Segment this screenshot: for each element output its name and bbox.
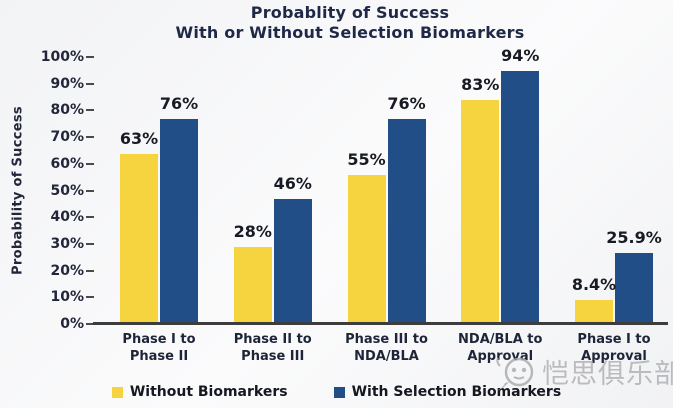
y-tick-mark	[86, 296, 94, 299]
bar-value-label: 63%	[119, 128, 159, 148]
legend-label: With Selection Biomarkers	[351, 384, 562, 400]
bar-value-label: 28%	[233, 222, 272, 242]
legend-label: Without Biomarkers	[129, 384, 288, 400]
y-tick-mark	[86, 162, 94, 165]
y-tick-label: 60%	[50, 155, 84, 172]
watermark-text: 恺思俱乐部	[542, 359, 673, 390]
bar-with-biomarkers	[273, 199, 312, 322]
chart-title-line1: Probablity of Success	[250, 3, 450, 22]
y-tick-mark	[86, 109, 94, 112]
bar-with-biomarkers	[160, 119, 198, 322]
y-tick-label: 0%	[60, 316, 84, 332]
y-tick-label: 20%	[50, 262, 84, 279]
kaisi-club-logo-icon	[496, 357, 534, 391]
y-tick-mark	[86, 56, 94, 58]
bar-value-label: 55%	[347, 150, 386, 170]
x-category-label: Phase II to Phase III	[233, 332, 312, 364]
watermark: 恺思俱乐部	[488, 354, 673, 396]
x-category-label: Phase I to Approval	[577, 332, 651, 364]
bar-value-label: 76%	[159, 94, 199, 114]
x-category-label: Phase III to NDA/BLA	[345, 332, 428, 364]
chart-legend: Without Biomarkers With Selection Biomark…	[0, 384, 673, 400]
bar-without-biomarkers	[461, 100, 500, 322]
y-tick-mark	[86, 216, 94, 219]
legend-item: Without Biomarkers	[111, 384, 288, 400]
bar-without-biomarkers	[347, 175, 386, 322]
bar-with-biomarkers	[615, 252, 653, 322]
legend-swatch-icon	[111, 386, 123, 398]
y-tick-label: 40%	[50, 209, 84, 226]
bar-value-label: 94%	[501, 46, 540, 66]
legend-swatch-icon	[333, 386, 345, 398]
bar-with-biomarkers	[501, 71, 540, 322]
bar-without-biomarkers	[575, 299, 613, 322]
y-tick-mark	[86, 269, 94, 272]
bar-value-label: 83%	[461, 75, 500, 95]
bar-without-biomarkers	[120, 153, 158, 322]
chart-title-line2: With or Without Selection Biomarkers	[175, 23, 525, 42]
y-tick-mark	[86, 189, 94, 192]
y-tick-mark	[86, 136, 94, 139]
y-tick-mark	[86, 323, 94, 325]
y-tick-label: 30%	[50, 235, 84, 252]
bar-value-label: 8.4%	[571, 274, 617, 294]
y-tick-label: 70%	[50, 129, 84, 146]
y-tick-label: 90%	[50, 75, 84, 92]
y-tick-label: 80%	[50, 102, 84, 119]
y-axis-title: Probability of Success	[10, 106, 26, 275]
y-tick-label: 10%	[50, 289, 84, 306]
bar-value-label: 25.9%	[606, 227, 662, 247]
bar-with-biomarkers	[387, 119, 426, 322]
legend-item: With Selection Biomarkers	[333, 384, 562, 400]
y-tick-label: 100%	[40, 49, 84, 65]
x-axis-line	[93, 322, 668, 325]
y-tick-mark	[86, 82, 94, 85]
y-tick-label: 50%	[50, 182, 84, 199]
bar-without-biomarkers	[233, 247, 272, 322]
bar-value-label: 46%	[273, 174, 312, 194]
y-tick-mark	[86, 242, 94, 245]
x-category-label: Phase I to Phase II	[122, 332, 196, 364]
bar-value-label: 76%	[387, 94, 426, 114]
chart-title: Probablity of Success With or Without Se…	[40, 3, 660, 43]
